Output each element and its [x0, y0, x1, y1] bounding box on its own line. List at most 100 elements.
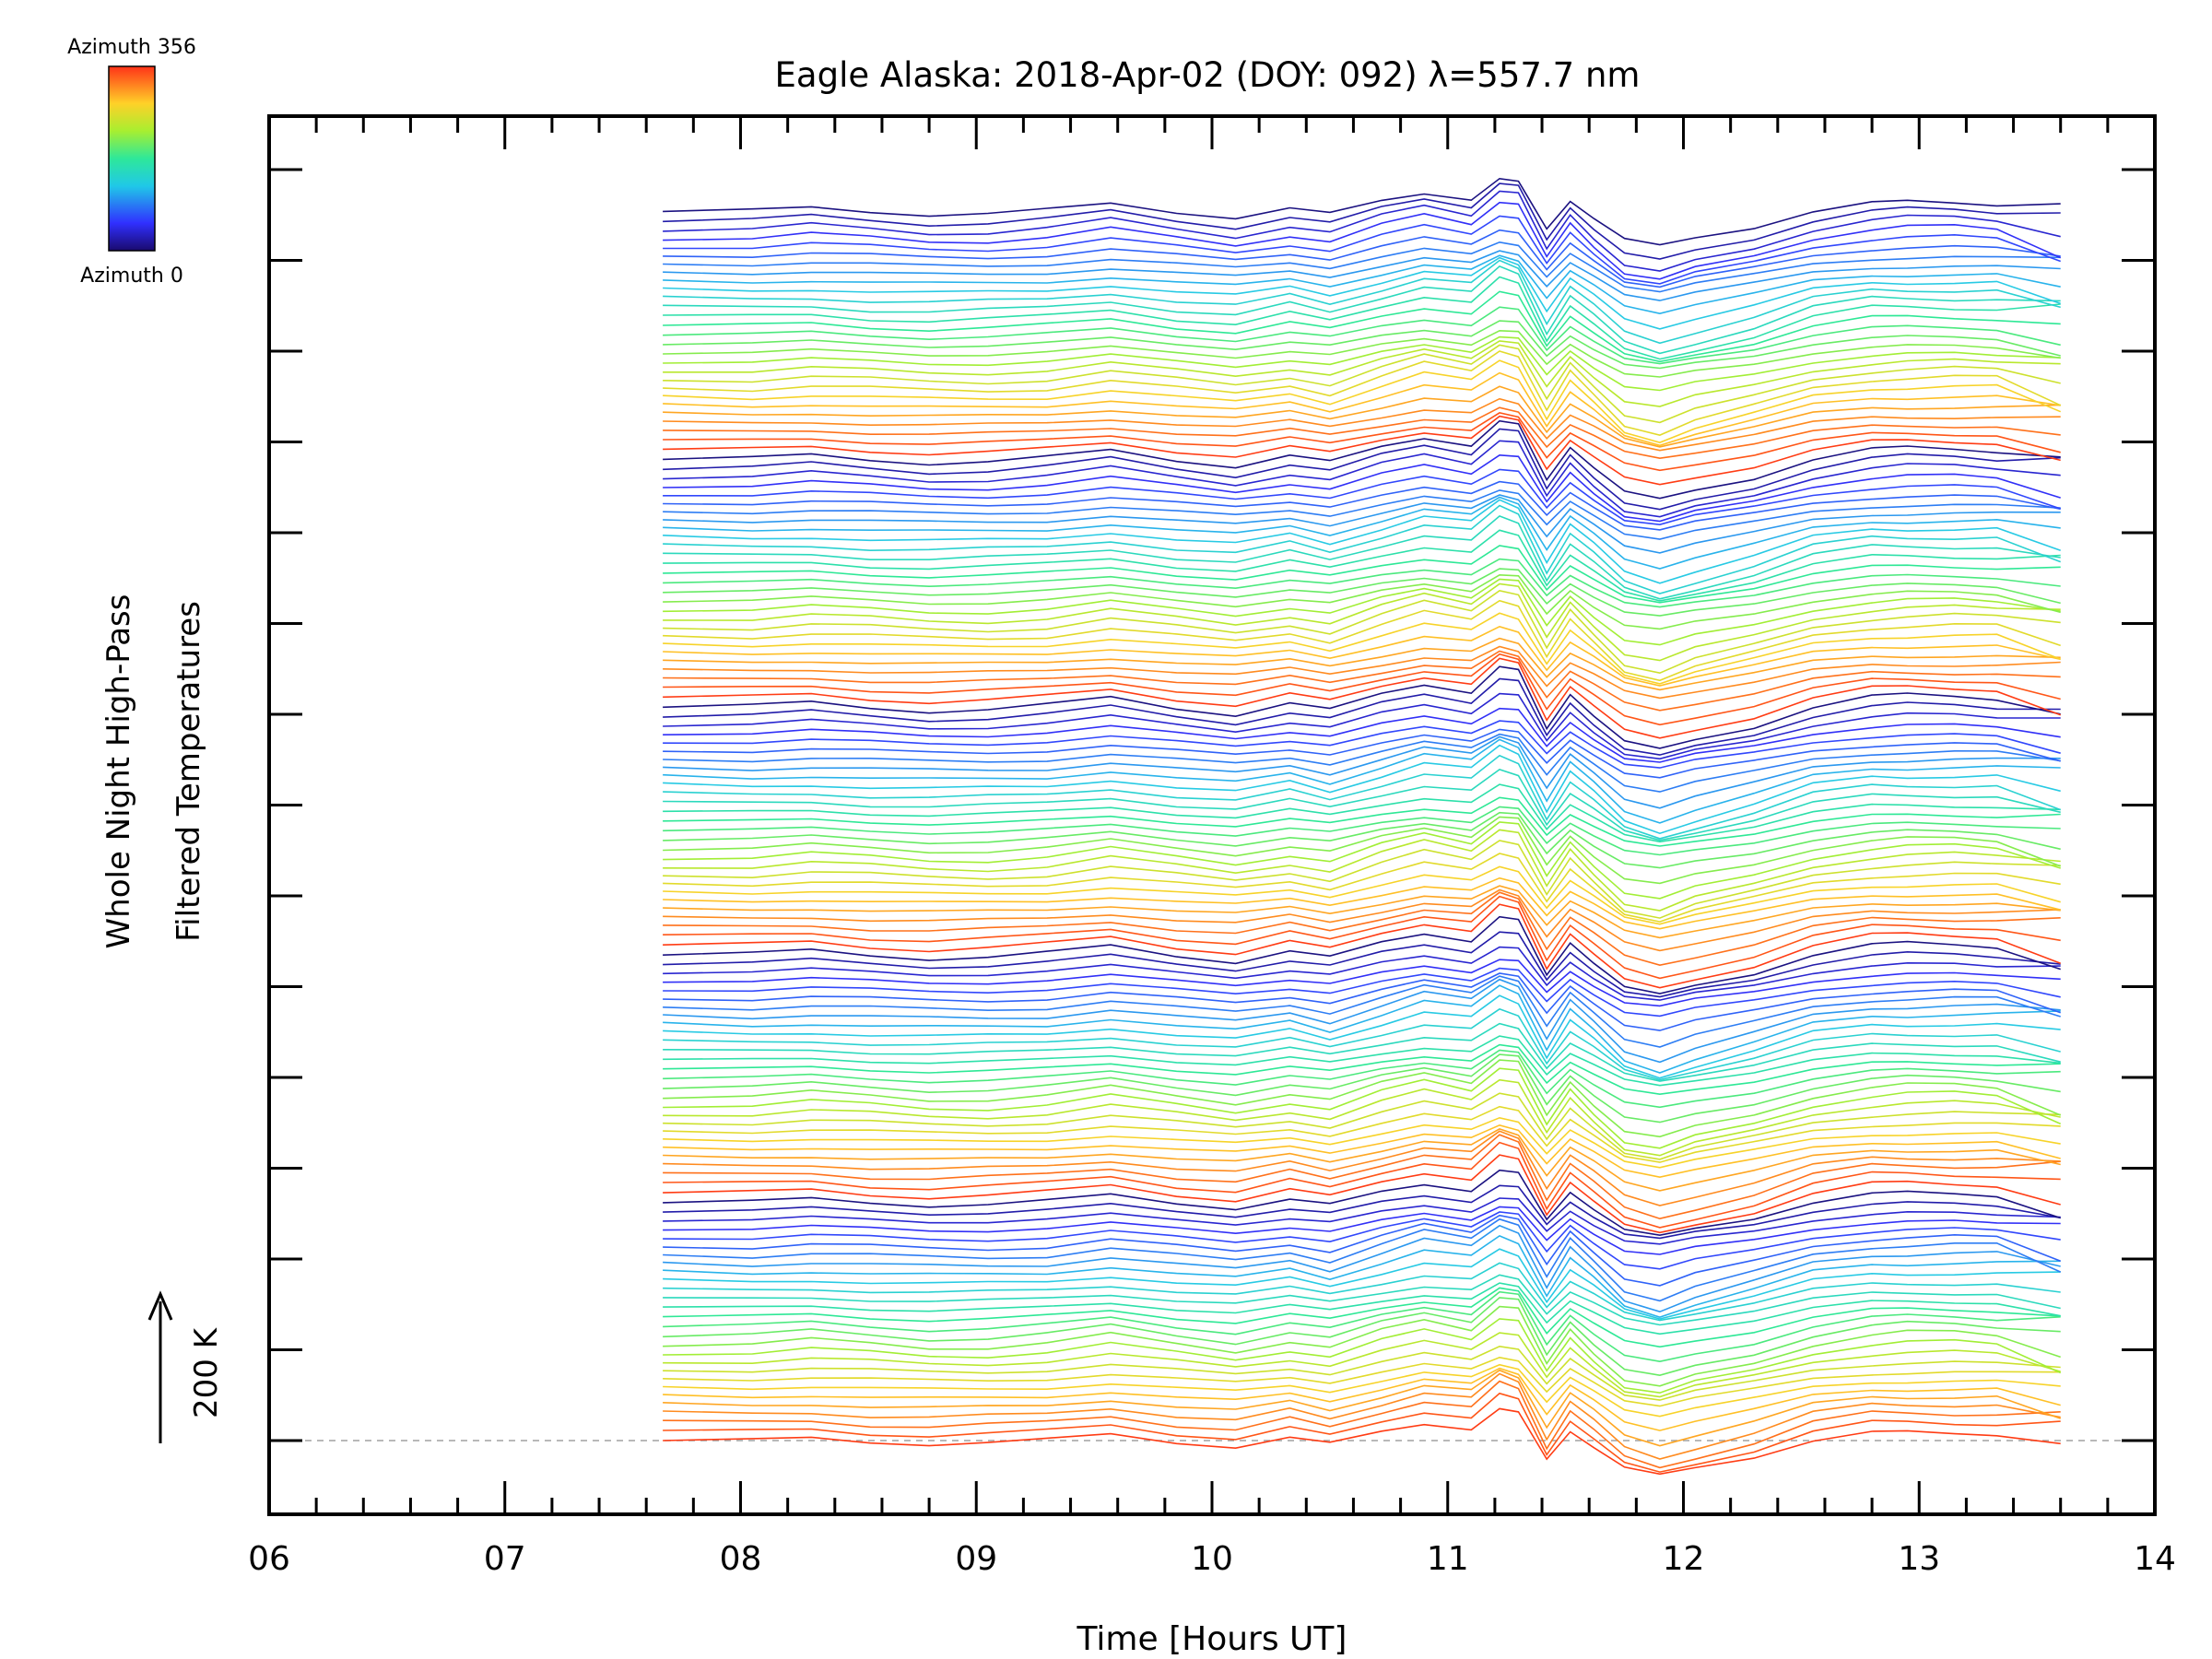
series-line — [663, 796, 2061, 847]
x-tick-label: 09 — [955, 1540, 997, 1578]
series-line — [663, 419, 2061, 500]
x-tick-label: 14 — [2134, 1540, 2176, 1578]
series-line — [663, 1035, 2061, 1087]
series-line — [663, 494, 2061, 554]
series-line — [663, 972, 2061, 1031]
x-tick-labels: 06 07 08 09 10 11 12 13 14 — [248, 1540, 2176, 1578]
x-tick-label: 08 — [720, 1540, 762, 1578]
x-tick-label: 07 — [484, 1540, 526, 1578]
series-line — [663, 1248, 2061, 1320]
series-line — [663, 329, 2061, 378]
series-line — [663, 895, 2061, 980]
series-line — [663, 754, 2061, 840]
series-line — [663, 1134, 2061, 1220]
series-line — [663, 1053, 2061, 1124]
series-line — [663, 545, 2061, 604]
series-line — [663, 625, 2061, 687]
series-line — [663, 1262, 2061, 1322]
series-line — [663, 250, 2061, 301]
series-line — [663, 840, 2061, 919]
y-label-line2: Filtered Temperatures — [171, 601, 207, 942]
series-line — [663, 1367, 2061, 1431]
series-line — [663, 1022, 2061, 1082]
series-line — [663, 650, 2061, 712]
series-line — [663, 821, 2061, 900]
series-line — [663, 1214, 2061, 1287]
x-tick-label: 12 — [1663, 1540, 1705, 1578]
series-line — [663, 811, 2061, 869]
series-line — [663, 1290, 2061, 1363]
series-line — [663, 489, 2061, 540]
series-line — [663, 1407, 2061, 1476]
series-line — [663, 1043, 2061, 1096]
series-line — [663, 412, 2061, 472]
series-line — [663, 215, 2061, 285]
series-line — [663, 350, 2062, 436]
series-line — [663, 903, 2061, 989]
series-line — [663, 1184, 2061, 1240]
series-line — [663, 359, 2062, 443]
series-line — [663, 182, 2061, 260]
series-line — [663, 1356, 2061, 1407]
series-line — [663, 241, 2061, 293]
series-line — [663, 1007, 2061, 1081]
series-line — [663, 891, 2061, 967]
series-line — [663, 254, 2061, 315]
series-line — [663, 1345, 2061, 1401]
series-line — [663, 946, 2061, 1001]
series-line — [663, 1218, 2062, 1302]
series-line — [663, 256, 2061, 330]
series-line — [663, 865, 2061, 925]
series-line — [663, 1092, 2061, 1160]
series-line — [663, 1067, 2062, 1149]
series-line — [663, 504, 2061, 594]
series-line — [663, 1287, 2061, 1348]
scale-arrow — [147, 1290, 173, 1443]
series-line — [663, 306, 2061, 365]
series-line — [663, 453, 2061, 523]
series-line — [663, 514, 2061, 600]
series-line — [663, 385, 2061, 448]
series-line — [663, 994, 2061, 1079]
chart-title: Eagle Alaska: 2018-Apr-02 (DOY: 092) λ=5… — [775, 55, 1641, 95]
y-label-line1: Whole Night High-Pass — [100, 594, 137, 949]
series-line — [663, 931, 2061, 998]
series-line — [663, 1059, 2062, 1138]
series-line — [663, 320, 2061, 370]
series-line — [663, 707, 2061, 763]
series-line — [663, 1211, 2061, 1270]
series-line — [663, 829, 2061, 912]
series-line — [663, 657, 2061, 739]
series-line — [663, 480, 2061, 531]
series-line — [663, 984, 2061, 1074]
series-line — [663, 371, 2061, 447]
series-line — [663, 677, 2061, 756]
series-line — [663, 1116, 2061, 1169]
series-line — [663, 665, 2061, 749]
series-line — [663, 428, 2061, 511]
tick-group — [267, 116, 2157, 1514]
series-line — [663, 735, 2061, 809]
series-line — [663, 967, 2061, 1018]
series-line — [663, 568, 2061, 617]
series-line — [663, 877, 2061, 930]
y-axis-label: Whole Night High-Pass Filtered Temperatu… — [100, 594, 207, 949]
series-line — [663, 406, 2061, 460]
series-line — [663, 229, 2061, 288]
series-line — [663, 265, 2061, 355]
series-line — [663, 975, 2061, 1048]
scale-label: 200 K — [188, 1326, 225, 1418]
series-line — [663, 1297, 2061, 1377]
series-line — [663, 1105, 2061, 1163]
series-line — [663, 692, 2061, 760]
series-line — [663, 590, 2061, 675]
series-line — [663, 290, 2061, 363]
series-line — [663, 1206, 2061, 1255]
series-line — [663, 499, 2061, 584]
series-line — [663, 1372, 2061, 1460]
series-line — [663, 1154, 2061, 1234]
series-line — [663, 1234, 2061, 1318]
series-line — [663, 720, 2061, 769]
series-line — [663, 783, 2061, 843]
